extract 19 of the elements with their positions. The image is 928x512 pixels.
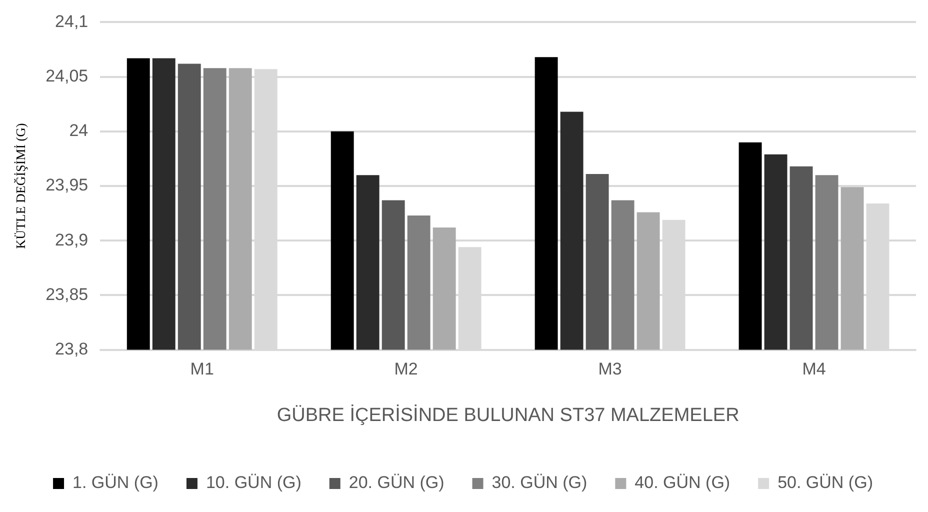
y-tick-label: 23,9: [55, 230, 88, 250]
y-tick-label: 24,05: [46, 66, 88, 86]
legend-label: 40. GÜN (G): [634, 473, 730, 492]
x-tick-label: M2: [394, 360, 418, 379]
x-axis-title: GÜBRE İÇERİSİNDE BULUNAN ST37 MALZEMELER: [276, 404, 740, 426]
legend-label: 30. GÜN (G): [492, 473, 588, 492]
y-tick-label: 24: [69, 121, 88, 140]
x-tick-label: M4: [802, 360, 826, 379]
legend-label: 10. GÜN (G): [206, 473, 302, 492]
x-tick-label: M3: [598, 360, 622, 379]
y-tick-label: 23,8: [55, 339, 88, 358]
y-axis-title: KÜTLE DEĞİŞİMİ (G): [13, 123, 28, 249]
y-tick-label: 23,95: [46, 176, 88, 195]
x-tick-label: M1: [190, 360, 214, 379]
y-tick-label: 23,85: [46, 284, 88, 304]
legend-label: 50. GÜN (G): [778, 473, 873, 492]
legend-label: 1. GÜN (G): [72, 473, 158, 492]
legend-label: 20. GÜN (G): [348, 473, 444, 492]
y-tick-label: 24,1: [55, 12, 88, 31]
